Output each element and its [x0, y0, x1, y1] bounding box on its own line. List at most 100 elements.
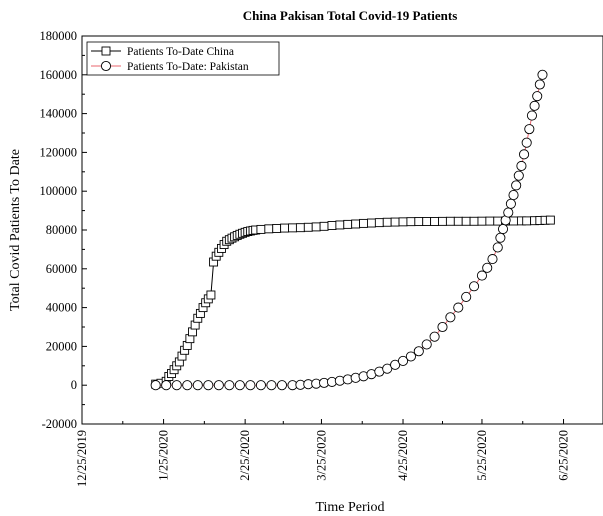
- y-tick-label: 0: [71, 378, 77, 392]
- data-point: [374, 218, 384, 228]
- y-axis-label: Total Covid Patients To Date: [8, 149, 23, 311]
- data-point: [343, 219, 353, 229]
- series-0: [151, 215, 555, 389]
- data-point: [522, 216, 532, 226]
- data-point: [524, 124, 535, 135]
- data-point: [476, 270, 488, 281]
- chart-title: China Pakisan Total Covid-19 Patients: [243, 8, 458, 23]
- data-point: [161, 380, 172, 391]
- x-tick-label: 3/25/2020: [314, 430, 328, 481]
- x-axis-label: Time Period: [315, 500, 384, 515]
- data-point: [224, 380, 235, 391]
- data-point: [516, 160, 527, 172]
- data-point: [493, 216, 503, 226]
- data-point: [508, 190, 519, 201]
- data-point: [335, 220, 345, 230]
- data-point: [505, 198, 516, 209]
- data-point: [406, 217, 416, 227]
- legend-label: Patients To-Date: Pakistan: [127, 61, 249, 73]
- data-point: [382, 363, 393, 374]
- data-point: [264, 224, 274, 234]
- data-point: [171, 380, 182, 391]
- data-point: [461, 291, 472, 302]
- data-point: [390, 217, 400, 227]
- data-point: [280, 223, 290, 233]
- data-point: [469, 281, 480, 292]
- data-point: [521, 137, 532, 148]
- data-point: [245, 380, 256, 391]
- data-point: [421, 339, 432, 350]
- data-point: [422, 217, 432, 226]
- x-tick-label: 12/25/2019: [75, 430, 89, 487]
- data-point: [272, 223, 282, 233]
- data-point: [469, 216, 479, 226]
- plot-area-frame: [81, 35, 603, 425]
- data-point: [150, 380, 161, 391]
- data-point: [359, 218, 369, 228]
- data-point: [453, 216, 463, 226]
- data-point: [398, 217, 408, 227]
- x-tick-label: 1/25/2020: [157, 430, 171, 481]
- legend-label: Patients To-Date China: [127, 46, 234, 58]
- data-point: [192, 380, 203, 391]
- data-point: [477, 216, 487, 226]
- data-point: [509, 216, 518, 226]
- data-point: [276, 380, 288, 391]
- data-point: [366, 218, 376, 228]
- y-tick-label: 160000: [40, 68, 78, 82]
- data-point: [492, 242, 503, 253]
- data-point: [327, 221, 337, 230]
- data-point: [534, 79, 545, 90]
- y-tick-label: 60000: [46, 262, 77, 276]
- data-point: [295, 223, 305, 233]
- data-point: [288, 223, 297, 233]
- y-tick-label: 100000: [40, 184, 78, 198]
- series-line: [155, 219, 551, 385]
- data-point: [461, 216, 471, 226]
- series-layer: [150, 69, 555, 391]
- data-point: [445, 312, 456, 323]
- y-tick-label: 20000: [46, 339, 77, 353]
- data-point: [397, 355, 409, 367]
- data-point: [429, 331, 440, 342]
- legend-box: [86, 41, 280, 76]
- data-point: [351, 219, 361, 229]
- data-point: [526, 110, 538, 121]
- data-point: [303, 222, 313, 232]
- data-point: [256, 224, 266, 234]
- y-tick-label: 180000: [40, 29, 78, 43]
- x-tick-label: 6/25/2020: [557, 430, 571, 481]
- data-point: [413, 346, 424, 357]
- data-point: [511, 180, 522, 191]
- data-point: [482, 262, 493, 273]
- data-point: [438, 216, 447, 226]
- x-tick-label: 5/25/2020: [475, 430, 489, 481]
- legend-marker: [101, 46, 111, 56]
- x-tick-label: 4/25/2020: [396, 430, 410, 481]
- data-point: [255, 380, 266, 391]
- data-point: [234, 380, 245, 391]
- data-point: [445, 216, 455, 226]
- data-point: [203, 380, 214, 391]
- data-point: [487, 254, 498, 265]
- y-tick-label: 40000: [46, 301, 77, 315]
- data-point: [532, 91, 543, 102]
- legend: Patients To-Date China Patients To-Date: …: [86, 41, 280, 76]
- data-point: [497, 223, 509, 235]
- y-tick-label: 120000: [40, 145, 78, 159]
- y-tick-label: 80000: [46, 223, 77, 237]
- data-point: [519, 149, 530, 160]
- data-point: [495, 232, 506, 243]
- data-point: [390, 359, 401, 370]
- series-1: [150, 69, 548, 391]
- data-point: [182, 380, 193, 391]
- series-line: [155, 74, 543, 386]
- data-point: [266, 380, 277, 391]
- data-point: [213, 380, 224, 391]
- data-point: [537, 69, 548, 80]
- data-point: [545, 215, 555, 225]
- data-point: [414, 217, 424, 227]
- data-point: [503, 207, 514, 218]
- y-axis: -20000 0 20000 40000 60000 80000 100000 120000 1…: [40, 29, 87, 431]
- data-point: [206, 290, 216, 300]
